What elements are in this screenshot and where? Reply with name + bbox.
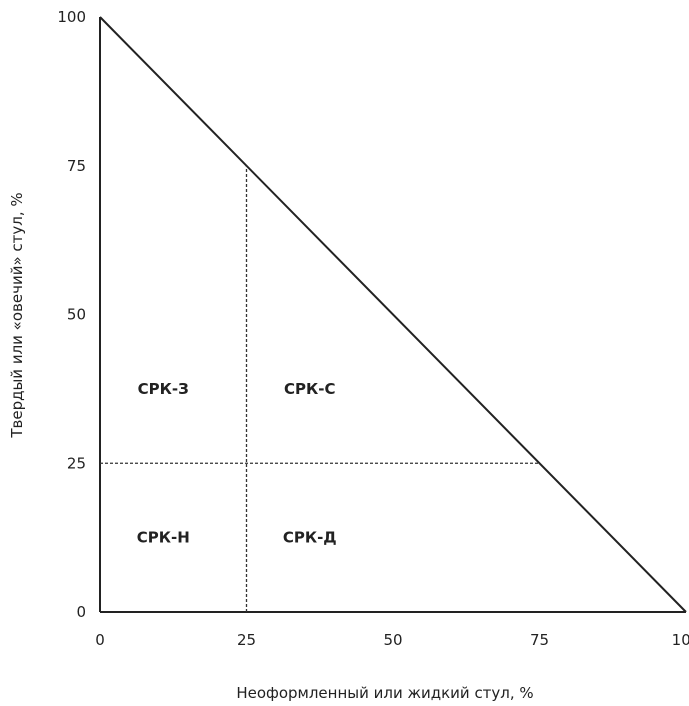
region-labels: СРК-З СРК-С СРК-Н СРК-Д	[137, 380, 337, 547]
y-tick-labels: 0 25 50 75 100	[57, 8, 86, 621]
triangle-frame	[99, 16, 687, 613]
y-tick-label: 100	[57, 8, 86, 26]
x-tick-label: 0	[95, 631, 105, 649]
threshold-lines	[100, 165, 540, 612]
region-label: СРК-Н	[137, 529, 190, 547]
y-tick-label: 0	[76, 603, 86, 621]
y-tick-label: 75	[67, 157, 86, 175]
x-tick-label: 50	[383, 631, 402, 649]
x-tick-label: 75	[530, 631, 549, 649]
x-tick-label: 100	[672, 631, 689, 649]
y-axis-title: Твердый или «овечий» стул, %	[8, 192, 26, 438]
region-label: СРК-Д	[283, 529, 337, 547]
hypotenuse-line	[99, 16, 687, 613]
y-tick-label: 50	[67, 306, 86, 324]
x-tick-labels: 0 25 50 75 100	[95, 631, 689, 649]
x-tick-label: 25	[237, 631, 256, 649]
y-tick-label: 25	[67, 454, 86, 472]
region-label: СРК-С	[284, 380, 336, 398]
x-axis-title: Неоформленный или жидкий стул, %	[236, 684, 533, 702]
region-label: СРК-З	[138, 380, 189, 398]
